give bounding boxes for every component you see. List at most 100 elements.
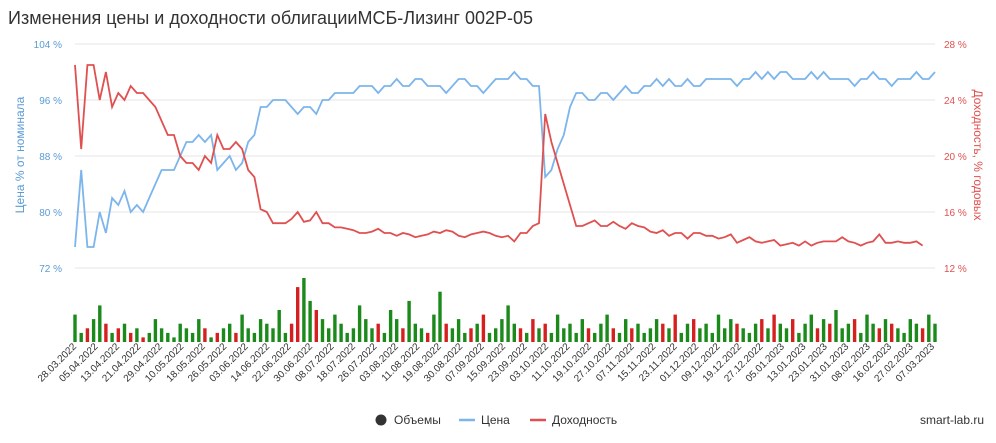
volume-bar (766, 328, 770, 342)
volume-bar (729, 319, 733, 342)
volume-bars (73, 278, 937, 342)
volume-bar (494, 328, 498, 342)
left-tick-label: 96 % (39, 96, 62, 107)
volume-bar (141, 337, 145, 342)
volume-bar (617, 332, 622, 342)
right-tick-label: 16 % (944, 208, 967, 219)
right-tick-label: 20 % (944, 152, 967, 163)
volume-bar (821, 319, 826, 342)
volume-bar (85, 328, 90, 342)
volume-bar (673, 314, 677, 342)
volume-bar (135, 328, 139, 342)
volume-bar (809, 314, 813, 342)
volume-bar (908, 319, 912, 342)
series-line-price (74, 70, 936, 248)
legend-item-price[interactable]: Цена (459, 413, 510, 427)
volume-bar (122, 323, 127, 342)
volume-bar (555, 314, 560, 342)
volume-bar (710, 332, 714, 342)
volume-bar (877, 328, 881, 342)
volume-bar (382, 332, 387, 342)
volume-bar (716, 314, 721, 342)
volume-bar (116, 328, 120, 342)
volume-bar (902, 332, 906, 342)
volume-bar (531, 319, 535, 342)
volume-bar (698, 328, 702, 342)
volume-bar (549, 332, 554, 342)
volume-bar (624, 319, 628, 342)
volume-bar (438, 291, 442, 342)
volume-bar (574, 332, 578, 342)
volume-bar (73, 314, 77, 342)
volume-bar (370, 328, 374, 342)
legend-marker-volume (375, 414, 387, 426)
volume-bar (166, 332, 170, 342)
volume-bar (914, 323, 919, 342)
volume-bar (159, 328, 164, 342)
volume-bar (692, 319, 696, 342)
volume-bar (784, 328, 789, 342)
volume-bar (772, 314, 776, 342)
volume-bar (364, 319, 368, 342)
volume-bar (735, 323, 739, 342)
volume-bar (407, 300, 411, 342)
volume-bar (357, 305, 362, 342)
volume-bar (221, 328, 226, 342)
volume-bar (209, 337, 213, 342)
volume-bar (320, 319, 325, 342)
volume-bar (797, 332, 801, 342)
volume-bar (339, 323, 343, 342)
volume-bar (419, 328, 424, 342)
series-line-yield (74, 64, 924, 247)
volume-bar (512, 323, 516, 342)
volume-bar (314, 310, 318, 342)
volume-bar (642, 332, 646, 342)
volume-bar (543, 323, 547, 342)
volume-bar (630, 328, 634, 342)
left-tick-label: 72 % (39, 264, 62, 275)
volume-bar (920, 328, 925, 342)
volume-bar (129, 332, 133, 342)
volume-bar (444, 323, 448, 342)
volume-bar (815, 328, 820, 342)
volume-bar (834, 310, 838, 342)
left-tick-label: 80 % (39, 208, 62, 219)
legend-item-volume[interactable]: Объемы (375, 413, 441, 427)
volume-bar (791, 319, 795, 342)
volume-bar (327, 328, 331, 342)
volume-bar (661, 323, 665, 342)
volume-bar (308, 300, 312, 342)
credit-link[interactable]: smart-lab.ru (920, 413, 984, 427)
volume-bar (679, 332, 683, 342)
volume-bar (184, 328, 189, 342)
legend-label-price: Цена (481, 413, 510, 427)
volume-bar (506, 305, 510, 342)
volume-bar (302, 278, 306, 342)
volume-bar (376, 323, 380, 342)
volume-bar (413, 323, 417, 342)
volume-bar (500, 319, 504, 342)
volume-bar (265, 323, 269, 342)
legend[interactable]: Объемы Цена Доходность (375, 413, 618, 427)
volume-bar (667, 328, 671, 342)
volume-bar (401, 328, 405, 342)
volume-bar (636, 323, 640, 342)
volume-bar (190, 332, 195, 342)
volume-bar (741, 328, 745, 342)
volume-bar (518, 328, 523, 342)
volume-bar (147, 332, 151, 342)
volume-bar (747, 332, 752, 342)
volume-bar (197, 319, 201, 342)
volume-bar (178, 323, 182, 342)
volume-bar (289, 323, 294, 342)
volume-bar (611, 328, 615, 342)
volume-bar (778, 323, 782, 342)
volume-bar (562, 328, 566, 342)
legend-item-yield[interactable]: Доходность (530, 413, 617, 427)
volume-bar (345, 332, 349, 342)
volume-bar (432, 314, 436, 342)
right-tick-label: 12 % (944, 264, 967, 275)
volume-bar (654, 319, 659, 342)
volume-bar (426, 332, 430, 342)
